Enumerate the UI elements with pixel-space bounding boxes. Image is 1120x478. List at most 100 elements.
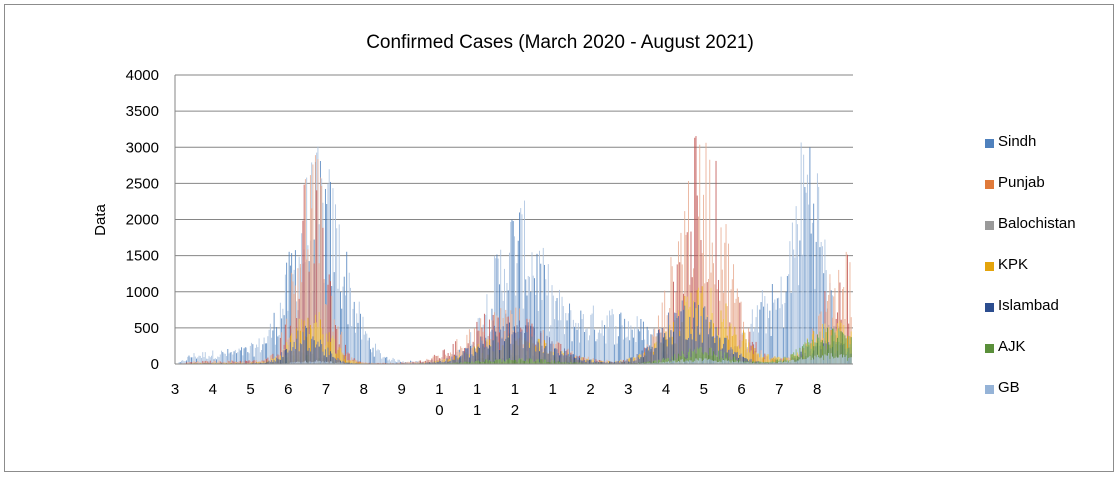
bar [348, 353, 350, 364]
bar [572, 354, 574, 364]
bar [544, 348, 545, 364]
bar [324, 304, 326, 364]
bar [724, 352, 726, 364]
bar [234, 361, 236, 364]
bar [343, 276, 345, 364]
bar [307, 249, 309, 364]
bar [400, 361, 402, 364]
bar [413, 361, 415, 364]
bar [774, 362, 776, 364]
bar [780, 276, 782, 364]
bar [630, 325, 632, 364]
bar [542, 352, 544, 364]
bar [297, 268, 299, 364]
bar [589, 335, 591, 364]
bar [212, 350, 214, 364]
bar [286, 262, 288, 364]
bar [303, 340, 305, 364]
bar [311, 362, 313, 364]
bar [795, 206, 797, 364]
bar [355, 332, 356, 364]
bar [674, 360, 676, 364]
bar [495, 359, 497, 364]
bar [388, 359, 390, 364]
bar [694, 360, 696, 364]
bar [584, 332, 586, 364]
bar [204, 360, 206, 364]
bar [537, 342, 539, 364]
bar [208, 355, 210, 364]
bar [446, 358, 448, 364]
bar [795, 349, 797, 364]
bar [542, 330, 544, 364]
bar [729, 349, 731, 364]
bar [503, 341, 505, 364]
bar [591, 359, 593, 364]
bar [488, 359, 490, 364]
bar [311, 338, 313, 364]
bar [232, 360, 234, 364]
bar [709, 358, 711, 364]
bar [178, 362, 180, 364]
bar [443, 359, 445, 364]
bar [590, 314, 592, 364]
bar [554, 319, 555, 364]
bar [328, 169, 330, 364]
bar [324, 349, 326, 364]
bar [545, 359, 547, 364]
bar [385, 357, 386, 364]
bar [835, 356, 837, 364]
bar [796, 224, 798, 364]
bar [532, 362, 534, 364]
bar [329, 361, 331, 364]
bar [639, 358, 641, 364]
bar [796, 360, 798, 364]
bar [730, 362, 732, 364]
x-tick-label: 4 [209, 381, 217, 398]
bar [428, 359, 430, 364]
bar [258, 338, 260, 364]
bar [432, 362, 434, 364]
bar [718, 279, 719, 364]
bar [480, 336, 482, 364]
bar [392, 357, 394, 364]
bar [343, 359, 345, 364]
bar [552, 355, 554, 364]
bar [784, 356, 786, 364]
bar [397, 359, 399, 364]
bar [646, 361, 648, 364]
bar [681, 351, 683, 364]
bar [584, 360, 586, 364]
bar [537, 310, 539, 364]
bar [402, 362, 404, 364]
bar [341, 352, 343, 364]
bar [313, 361, 315, 364]
bar [625, 337, 627, 364]
bar [478, 361, 480, 364]
bar [788, 274, 790, 364]
bar [456, 339, 458, 364]
bar [652, 336, 654, 364]
series-gb [186, 352, 852, 364]
bar [665, 361, 667, 364]
bar [838, 357, 840, 364]
bar [443, 361, 445, 364]
bar [262, 344, 264, 364]
bar [740, 301, 742, 364]
bar [679, 336, 681, 364]
bar [309, 175, 311, 364]
bar [318, 360, 320, 364]
bar [684, 305, 686, 364]
bar [457, 362, 459, 364]
bar [624, 361, 626, 364]
bar [616, 343, 618, 364]
bar [715, 355, 717, 364]
legend-label: Islambad [998, 297, 1059, 314]
bar [498, 359, 500, 364]
bar [238, 361, 240, 364]
bar [763, 362, 765, 364]
bar [541, 359, 543, 364]
bar [377, 362, 379, 364]
bar [339, 291, 341, 364]
